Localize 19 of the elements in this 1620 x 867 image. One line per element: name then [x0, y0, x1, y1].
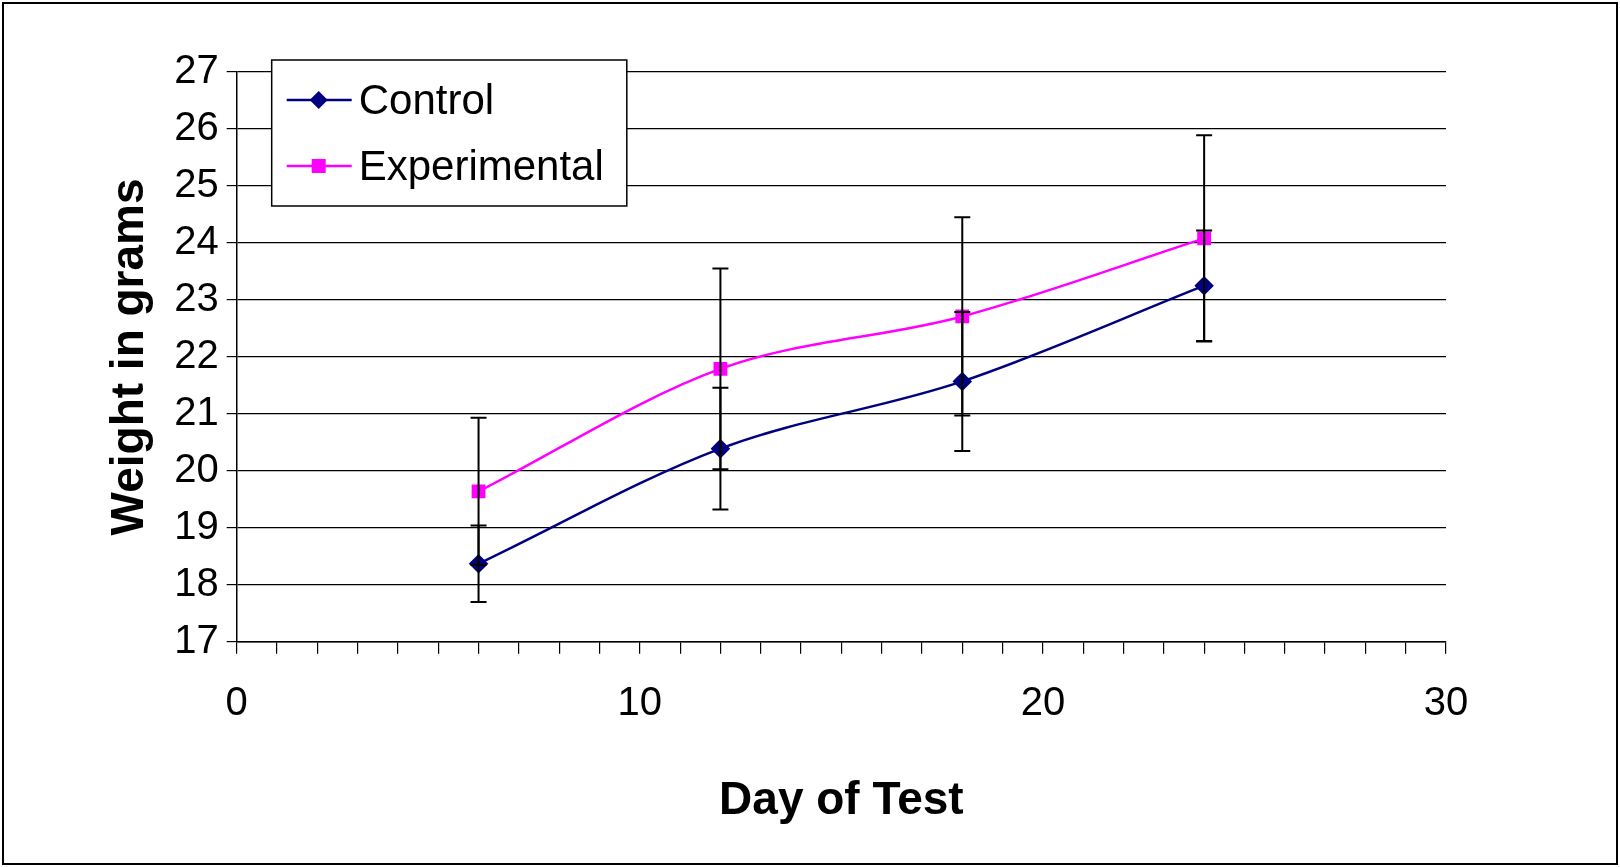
- y-tick-label: 24: [174, 217, 219, 262]
- x-tick-label: 10: [617, 678, 663, 723]
- y-tick-label: 23: [174, 274, 219, 319]
- y-tick-label: 20: [174, 445, 219, 490]
- y-tick-label: 25: [174, 160, 219, 205]
- x-tick-label: 30: [1423, 678, 1469, 723]
- y-tick-label: 21: [174, 388, 219, 433]
- y-tick-label: 27: [174, 47, 219, 92]
- y-tick-label: 19: [174, 502, 219, 547]
- legend-label: Experimental: [358, 141, 604, 189]
- y-tick-label: 26: [174, 104, 219, 149]
- y-tick-label: 18: [174, 559, 219, 604]
- y-tick-label: 22: [174, 331, 219, 376]
- x-axis-title: Day of Test: [719, 772, 964, 825]
- y-tick-label: 17: [174, 616, 219, 661]
- x-tick-label: 0: [225, 678, 248, 723]
- y-axis-title: Weight in grams: [101, 178, 154, 536]
- x-tick-label: 20: [1020, 678, 1066, 723]
- legend-label: Control: [358, 75, 495, 123]
